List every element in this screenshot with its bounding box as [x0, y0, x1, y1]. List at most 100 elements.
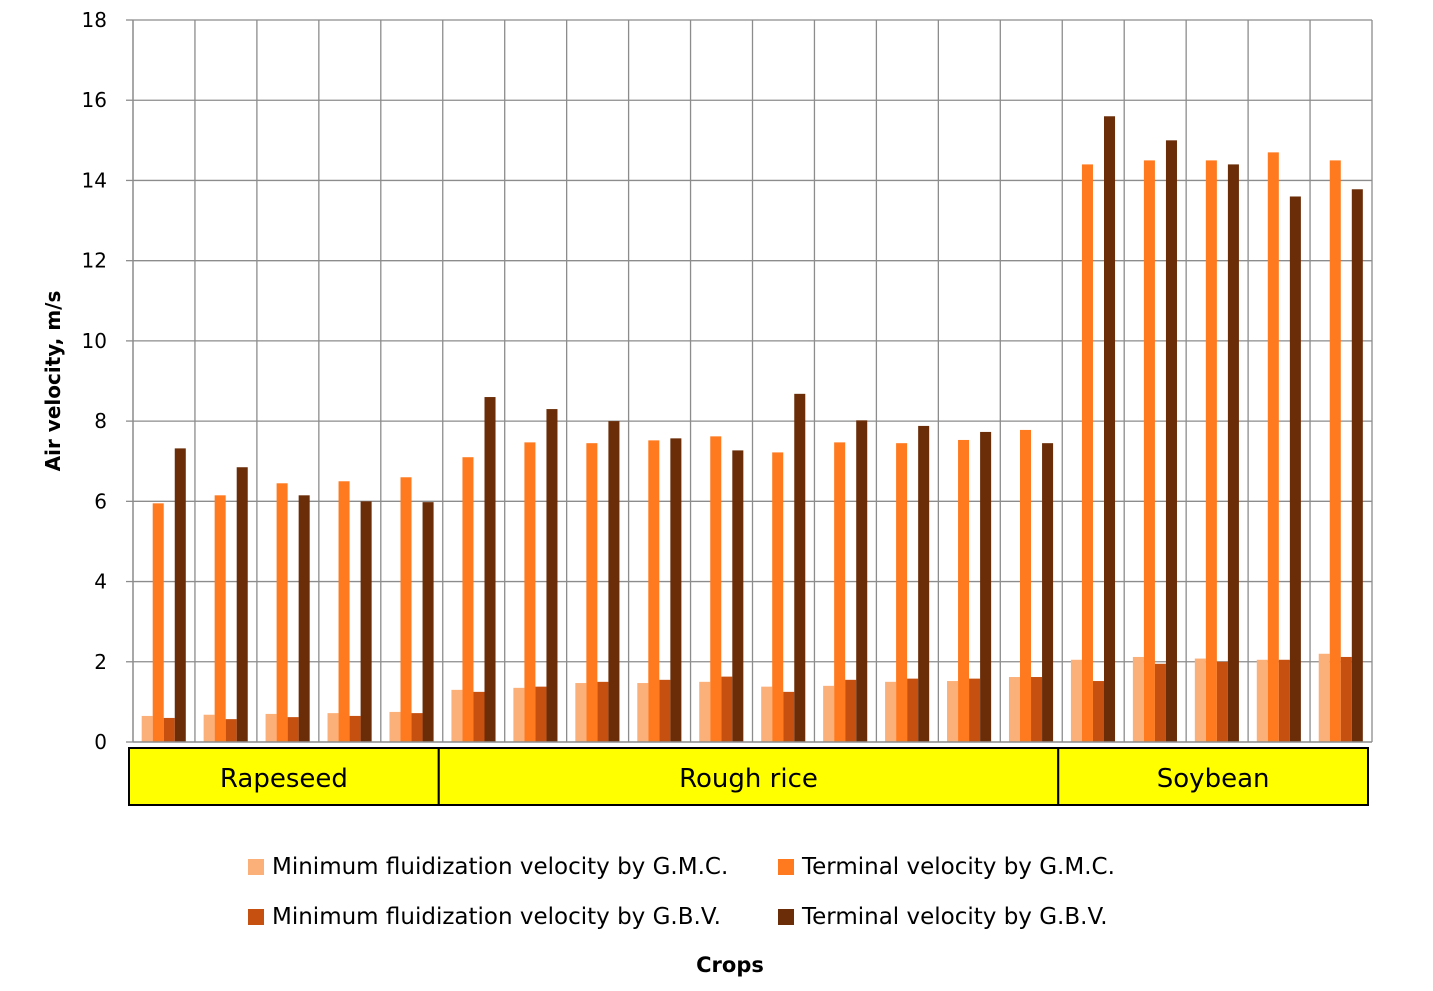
bar: [885, 681, 897, 742]
bar: [225, 719, 237, 742]
bar: [141, 715, 153, 742]
legend-item-min-gmc: Minimum fluidization velocity by G.M.C.: [248, 854, 778, 880]
bar: [203, 714, 215, 742]
bar: [969, 678, 981, 742]
bar: [670, 438, 682, 742]
bar: [1008, 677, 1021, 742]
bar: [845, 679, 857, 742]
bar: [1042, 443, 1054, 742]
bar: [586, 443, 598, 742]
legend-label: Terminal velocity by G.M.C.: [802, 854, 1115, 880]
y-tick-label: 8: [94, 409, 107, 433]
bar: [1165, 140, 1177, 743]
y-axis-label: Air velocity, m/s: [41, 291, 65, 472]
bar: [1092, 681, 1105, 742]
bar: [1329, 160, 1341, 742]
bar: [360, 501, 372, 742]
bar: [163, 717, 175, 742]
legend-swatch: [248, 859, 264, 875]
bar: [637, 683, 649, 742]
bar: [732, 450, 744, 742]
bar: [473, 691, 485, 742]
bar: [535, 686, 547, 742]
bar: [513, 687, 525, 742]
bar: [958, 439, 970, 742]
y-tick-label: 18: [82, 8, 107, 32]
bar: [1205, 160, 1217, 742]
bar: [1132, 656, 1144, 742]
bar: [411, 713, 423, 742]
bar: [699, 681, 711, 742]
bar: [834, 442, 846, 742]
bar: [462, 457, 474, 742]
bar: [823, 685, 835, 742]
bar: [1154, 663, 1166, 742]
bar: [389, 711, 401, 742]
legend-label: Terminal velocity by G.B.V.: [802, 904, 1108, 930]
bar: [761, 686, 773, 742]
bar: [1267, 152, 1279, 742]
bar: [484, 397, 496, 742]
legend-item-terminal-gmc: Terminal velocity by G.M.C.: [778, 854, 1115, 880]
bar: [1278, 659, 1290, 742]
bar: [856, 420, 868, 742]
legend-swatch: [778, 859, 794, 875]
bar: [1194, 658, 1206, 742]
group-label: Rapeseed: [220, 764, 348, 794]
bar: [265, 713, 277, 742]
bar: [327, 713, 339, 742]
bar: [1104, 116, 1116, 743]
bar: [772, 452, 784, 742]
x-axis-label: Crops: [696, 953, 764, 977]
y-tick-label: 14: [82, 168, 107, 192]
bar: [1256, 659, 1268, 742]
bar: [1318, 653, 1330, 742]
legend-label: Minimum fluidization velocity by G.B.V.: [272, 904, 721, 930]
y-tick-labels: 0 2 4 6 8 10 12 14 16 18: [82, 8, 107, 754]
bar: [546, 409, 558, 742]
y-tick-label: 0: [94, 730, 107, 754]
bar: [1143, 160, 1155, 742]
bar: [710, 436, 722, 742]
axes: [126, 19, 1372, 743]
bar: [276, 483, 288, 742]
bar: [349, 715, 361, 742]
bar: [1020, 429, 1032, 742]
bar: [400, 477, 412, 742]
y-tick-label: 10: [82, 329, 107, 353]
legend-swatch: [778, 909, 794, 925]
bar: [721, 676, 733, 742]
bar: [918, 425, 930, 742]
legend: Minimum fluidization velocity by G.M.C. …: [248, 842, 1148, 942]
bar: [422, 502, 434, 742]
bar: [648, 440, 660, 742]
bar: [214, 495, 226, 742]
bar: [174, 448, 186, 742]
bar: [1031, 677, 1043, 742]
bar: [1081, 164, 1093, 742]
bar: [1340, 656, 1352, 742]
bars: [141, 116, 1363, 743]
legend-item-min-gbv: Minimum fluidization velocity by G.B.V.: [248, 904, 778, 930]
bar: [597, 681, 609, 742]
bar: [1227, 164, 1239, 742]
bar: [287, 717, 299, 742]
legend-swatch: [248, 909, 264, 925]
bar: [298, 495, 310, 742]
y-tick-label: 6: [94, 489, 107, 513]
bar: [783, 691, 795, 742]
bar: [608, 421, 620, 742]
legend-item-terminal-gbv: Terminal velocity by G.B.V.: [778, 904, 1108, 930]
bar: [896, 443, 908, 742]
group-label: Rough rice: [679, 764, 818, 794]
group-box: [437, 747, 1060, 806]
grid-lines: [133, 19, 1373, 742]
group-label: Soybean: [1157, 764, 1270, 794]
bar: [659, 679, 671, 742]
bar: [451, 689, 463, 742]
bar: [947, 681, 959, 742]
bar: [907, 678, 919, 742]
bar: [1070, 659, 1082, 742]
bar: [338, 481, 350, 742]
group-box: [1057, 747, 1369, 806]
